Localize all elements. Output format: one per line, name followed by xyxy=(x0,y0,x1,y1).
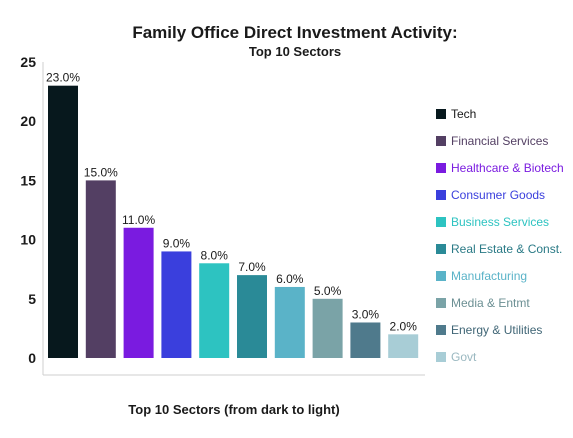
legend-swatch xyxy=(436,190,446,200)
data-label: 2.0% xyxy=(390,319,418,333)
bar-1 xyxy=(48,85,78,359)
chart-title: Family Office Direct Investment Activity… xyxy=(132,23,457,42)
bar-4 xyxy=(161,251,192,358)
bar-3 xyxy=(123,227,154,358)
bar-9 xyxy=(350,322,381,358)
legend-label: Consumer Goods xyxy=(451,188,545,202)
legend-label: Financial Services xyxy=(451,134,548,148)
data-label: 11.0% xyxy=(122,213,155,227)
legend-swatch xyxy=(436,271,446,281)
legend-label: Real Estate & Const. xyxy=(451,242,562,256)
legend-label: Govt xyxy=(451,350,477,364)
bar-10 xyxy=(388,334,419,358)
y-tick-labels: 0 5 10 15 20 25 xyxy=(20,54,36,366)
data-label: 6.0% xyxy=(276,272,304,286)
bar-8 xyxy=(312,298,343,358)
chart-subtitle: Top 10 Sectors xyxy=(249,44,341,59)
data-label: 23.0% xyxy=(46,71,80,85)
y-tick-label: 0 xyxy=(28,350,36,366)
legend-label: Business Services xyxy=(451,215,549,229)
legend-swatch xyxy=(436,163,446,173)
data-label: 5.0% xyxy=(314,284,342,298)
data-labels: 23.0% 15.0% 11.0% 9.0% 8.0% 7.0% 6.0% 5.0% 3.0% 2… xyxy=(46,71,417,334)
y-tick-label: 25 xyxy=(20,54,36,70)
legend-label: Manufacturing xyxy=(451,269,527,283)
data-label: 15.0% xyxy=(84,165,118,179)
legend-label: Energy & Utilities xyxy=(451,323,542,337)
legend-swatch xyxy=(436,298,446,308)
bar-6 xyxy=(237,275,267,358)
bar-2 xyxy=(85,180,116,358)
y-tick-label: 5 xyxy=(28,291,36,307)
legend-swatch xyxy=(436,244,446,254)
data-label: 8.0% xyxy=(201,248,229,262)
legend-swatch xyxy=(436,217,446,227)
legend-swatch xyxy=(436,325,446,335)
y-tick-label: 20 xyxy=(20,113,36,129)
legend-swatch xyxy=(436,136,446,146)
legend-label: Media & Entmt xyxy=(451,296,530,310)
x-axis-label: Top 10 Sectors (from dark to light) xyxy=(128,402,339,417)
bars xyxy=(48,85,419,359)
bar-5 xyxy=(199,263,230,358)
bar-7 xyxy=(274,286,305,358)
legend: Tech Financial Services Healthcare & Biote… xyxy=(436,107,564,364)
data-label: 7.0% xyxy=(238,260,266,274)
legend-label: Healthcare & Biotech xyxy=(451,161,564,175)
y-tick-label: 10 xyxy=(20,232,36,248)
legend-swatch xyxy=(436,109,446,119)
legend-label: Tech xyxy=(451,107,476,121)
y-tick-label: 15 xyxy=(20,172,36,188)
data-label: 3.0% xyxy=(352,307,380,321)
data-label: 9.0% xyxy=(163,236,191,250)
legend-swatch xyxy=(436,352,446,362)
